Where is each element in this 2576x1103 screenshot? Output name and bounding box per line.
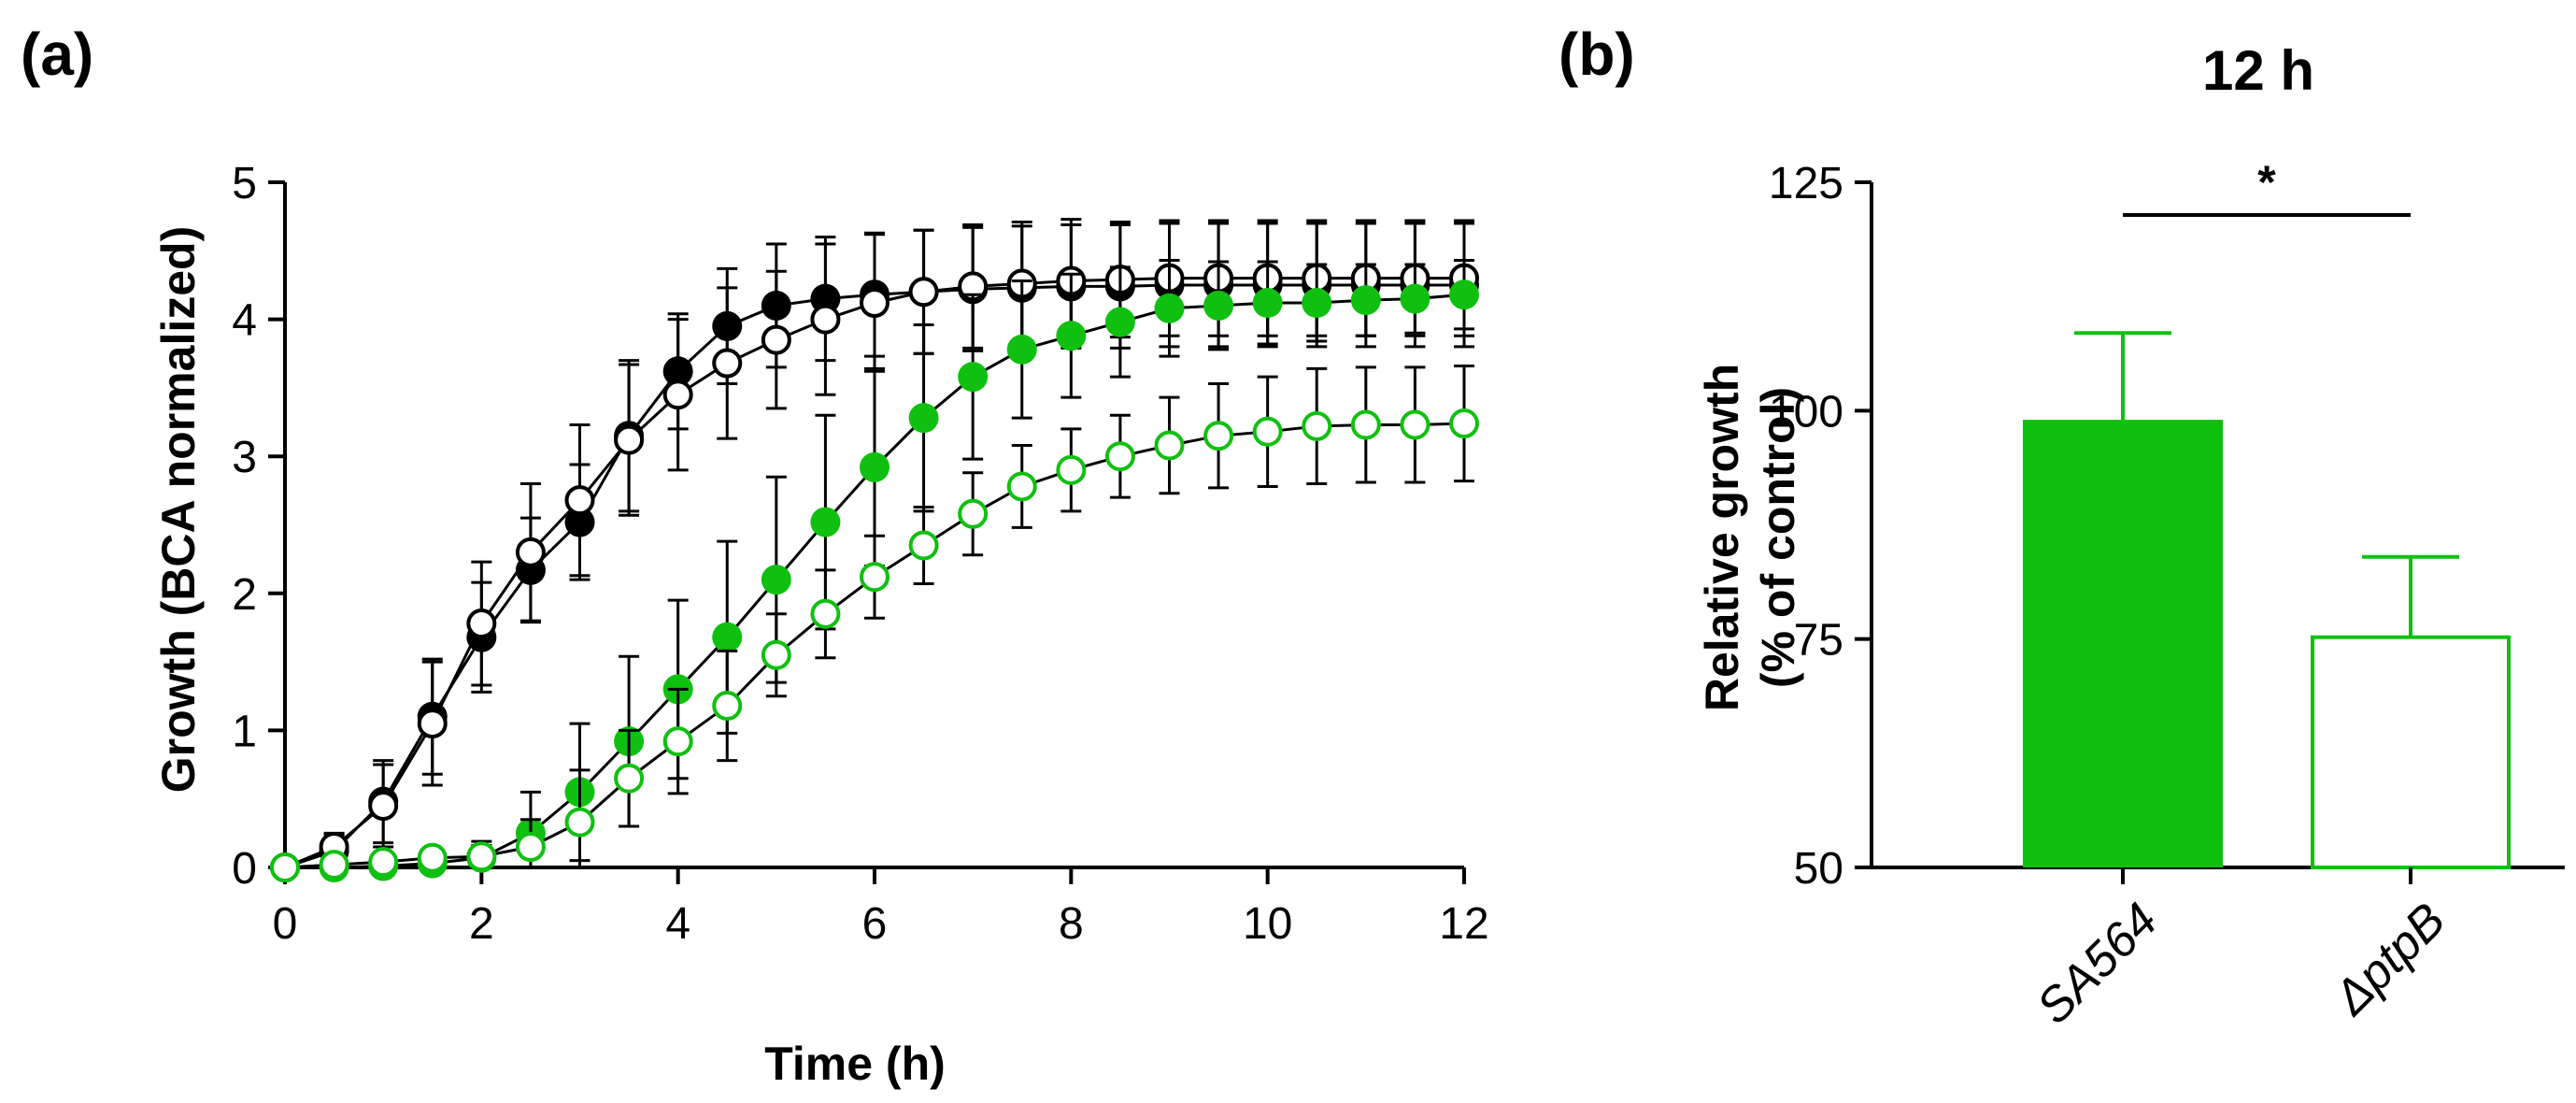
chart-b-y-tick-label: 75 <box>1794 616 1843 666</box>
chart-a-data-point <box>1154 293 1185 323</box>
chart-a-data-point <box>958 362 989 393</box>
chart-a-data-point <box>1203 421 1234 451</box>
chart-a-data-point <box>1104 441 1135 472</box>
chart-a-x-tick-label: 6 <box>862 899 888 949</box>
chart-a-data-point <box>564 807 595 838</box>
chart-a-series-3 <box>270 364 1479 882</box>
chart-a-data-point <box>1449 408 1479 439</box>
chart-a-data-point <box>1400 283 1430 314</box>
chart-a-data-point <box>1252 288 1283 319</box>
chart-b-bar <box>2023 420 2223 867</box>
growth-curve-chart: Time (h) Growth (BCA normalized) 0123450… <box>152 159 1489 1090</box>
chart-a-ylabel: Growth (BCA normalized) <box>152 226 205 793</box>
chart-a-data-point <box>1056 321 1087 351</box>
chart-a-data-point <box>1006 471 1037 502</box>
chart-a-data-point <box>860 451 890 482</box>
panel-b-label: (b) <box>1558 21 1635 88</box>
chart-b-y-tick-label: 100 <box>1769 387 1843 437</box>
chart-a-data-point <box>614 763 645 794</box>
chart-a-y-tick-label: 0 <box>232 844 257 894</box>
chart-a-x-tick-label: 12 <box>1439 899 1488 949</box>
chart-a-data-point <box>1400 409 1430 440</box>
chart-a-data-point <box>662 380 693 410</box>
chart-a-data-point <box>810 507 841 537</box>
chart-a-data-point <box>1203 290 1234 321</box>
chart-a-data-point <box>860 562 890 593</box>
chart-a-data-point <box>368 847 399 878</box>
chart-a-x-tick-label: 8 <box>1059 899 1084 949</box>
chart-b-y-tick-label: 125 <box>1769 159 1843 208</box>
chart-a-data-point <box>1350 285 1381 316</box>
chart-a-data-point <box>662 726 693 757</box>
chart-a-data-point <box>761 639 791 670</box>
chart-a-data-point <box>1006 334 1037 365</box>
chart-a-data-point <box>860 288 890 319</box>
chart-b-bar <box>2311 635 2511 869</box>
chart-a-data-point <box>1154 430 1185 461</box>
chart-a-data-point <box>515 832 546 863</box>
chart-a-data-point <box>761 565 791 595</box>
chart-a-data-point <box>515 537 546 567</box>
chart-a-y-tick-label: 2 <box>232 570 257 620</box>
chart-a-data-point <box>761 324 791 355</box>
chart-a-y-tick-label: 4 <box>232 296 257 346</box>
chart-a-data-point <box>1252 416 1283 447</box>
relative-growth-bar-chart: 12 h Relative growth (% of control) 50 75… <box>1696 39 2565 1035</box>
chart-a-data-point <box>1302 410 1332 441</box>
chart-a-y-tick-label: 1 <box>232 707 257 756</box>
chart-a-data-point <box>417 709 448 739</box>
chart-a-data-point <box>466 841 497 872</box>
panel-a-label: (a) <box>21 21 93 88</box>
chart-b-significance-label: * <box>2257 156 2276 208</box>
chart-a-y-tick-label: 5 <box>232 159 257 208</box>
chart-a-data-point <box>564 485 595 516</box>
chart-a-data-point <box>1350 409 1381 440</box>
chart-b-title: 12 h <box>2202 39 2314 102</box>
chart-a-data-point <box>810 304 841 335</box>
chart-a-x-tick-label: 2 <box>469 899 494 949</box>
chart-a-data-point <box>466 609 497 639</box>
chart-a-data-point <box>908 403 939 434</box>
chart-b-ylabel-line2: (% of control) <box>1752 387 1804 688</box>
chart-a-data-point <box>417 842 448 873</box>
chart-b-ylabel-line1: Relative growth <box>1696 364 1748 711</box>
chart-a-data-point <box>908 277 939 308</box>
chart-a-data-point <box>1056 454 1087 485</box>
chart-a-x-tick-label: 10 <box>1243 899 1292 949</box>
chart-a-data-point <box>712 348 743 379</box>
chart-a-x-tick-label: 0 <box>273 899 298 949</box>
chart-a-data-point <box>270 852 300 882</box>
chart-b-y-tick-label: 50 <box>1794 844 1843 894</box>
chart-a-x-tick-label: 4 <box>665 899 690 949</box>
chart-b-category-label: SA564 <box>2027 893 2168 1034</box>
chart-a-data-point <box>810 598 841 629</box>
chart-a-data-point <box>1104 307 1135 337</box>
chart-a-xlabel: Time (h) <box>764 1038 946 1090</box>
chart-a-data-point <box>614 424 645 455</box>
chart-a-data-point <box>368 791 399 822</box>
chart-a-data-point <box>712 622 743 652</box>
chart-a-data-point <box>1302 288 1332 319</box>
chart-a-data-point <box>712 691 743 722</box>
chart-a-data-point <box>319 850 349 881</box>
chart-a-data-point <box>1449 279 1479 310</box>
chart-b-category-label: ΔptpB <box>2323 893 2456 1026</box>
chart-a-y-tick-label: 3 <box>232 433 257 482</box>
chart-a-data-point <box>958 498 989 529</box>
chart-a-data-point <box>908 530 939 561</box>
